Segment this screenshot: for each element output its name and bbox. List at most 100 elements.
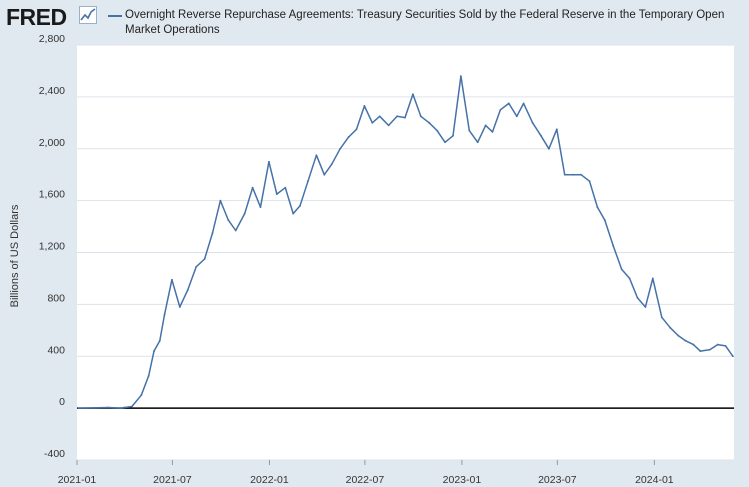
data-point <box>387 124 390 127</box>
data-point <box>677 334 680 337</box>
chart-header: FRED Overnight Reverse Repurchase Agreem… <box>0 0 749 44</box>
fred-chart-icon <box>79 6 97 24</box>
data-point <box>299 204 301 207</box>
data-point <box>363 105 366 107</box>
data-point <box>227 219 230 221</box>
data-point <box>92 406 95 409</box>
data-point <box>330 163 333 166</box>
y-tick-label: 1,200 <box>39 241 65 253</box>
y-tick-label: 2,400 <box>39 85 65 97</box>
y-tick-label: 1,600 <box>39 189 65 201</box>
data-point <box>153 350 155 352</box>
data-point <box>572 173 575 176</box>
data-point <box>588 180 591 183</box>
data-point <box>636 296 639 299</box>
x-axis-ticks: 2021-01 2021-07 2022-01 2022-07 2023-01 2023-… <box>58 460 674 486</box>
legend-swatch <box>108 15 122 17</box>
data-point <box>371 121 374 124</box>
data-point <box>555 128 558 131</box>
y-tick-label: 2,000 <box>39 137 65 149</box>
data-point <box>468 129 471 132</box>
data-point <box>251 186 254 189</box>
data-point <box>596 206 599 209</box>
data-point <box>347 136 350 138</box>
data-point <box>203 258 206 260</box>
data-point <box>163 313 166 316</box>
y-tick-label: 2,800 <box>39 33 65 45</box>
data-point <box>684 339 687 342</box>
data-point <box>147 374 150 377</box>
x-tick-label: 2021-01 <box>58 474 97 486</box>
x-tick-label: 2022-01 <box>250 474 289 486</box>
y-tick-label: 800 <box>47 292 65 304</box>
legend-series-label: Overnight Reverse Repurchase Agreements:… <box>125 9 725 36</box>
data-point <box>452 134 454 137</box>
data-point <box>620 268 623 271</box>
data-point <box>243 212 246 215</box>
data-point <box>708 348 711 351</box>
data-point <box>522 102 525 105</box>
data-point <box>275 193 278 196</box>
data-point <box>580 173 582 176</box>
data-point <box>724 344 727 347</box>
data-point <box>195 265 198 268</box>
data-point <box>491 130 494 133</box>
data-point <box>355 128 358 131</box>
data-point <box>428 121 431 124</box>
x-tick-label: 2024-01 <box>635 474 674 486</box>
data-point <box>459 75 462 78</box>
data-point <box>284 186 287 189</box>
data-point <box>259 206 262 209</box>
data-point <box>123 406 126 409</box>
data-point <box>378 115 381 118</box>
data-point <box>323 173 326 176</box>
data-point <box>411 93 414 96</box>
data-point <box>339 147 342 150</box>
data-point <box>140 394 143 397</box>
data-point <box>540 134 542 137</box>
series-line[interactable] <box>78 75 734 409</box>
y-tick-label: 400 <box>47 344 65 356</box>
data-point <box>436 129 439 132</box>
data-point <box>476 141 479 144</box>
y-axis-title: Billions of US Dollars <box>9 204 21 307</box>
data-point <box>77 407 80 410</box>
data-point <box>107 406 110 409</box>
data-point <box>669 326 672 329</box>
fred-logo[interactable]: FRED <box>6 4 67 30</box>
data-point <box>499 108 502 111</box>
data-point <box>307 180 309 183</box>
y-tick-label: -400 <box>44 448 65 460</box>
data-point <box>660 316 663 319</box>
data-point <box>419 115 422 118</box>
data-point <box>612 245 615 247</box>
data-point <box>507 102 510 105</box>
data-point <box>692 343 695 346</box>
data-point <box>292 212 295 215</box>
data-point <box>444 141 446 144</box>
data-point <box>628 277 631 280</box>
data-point <box>716 343 719 346</box>
data-point <box>644 306 647 308</box>
x-tick-label: 2023-07 <box>538 474 577 486</box>
data-point <box>699 350 702 352</box>
data-point <box>563 173 566 176</box>
data-point <box>119 407 122 410</box>
x-tick-label: 2021-07 <box>153 474 192 486</box>
data-point <box>178 306 181 308</box>
data-point <box>130 405 133 408</box>
data-point <box>484 124 487 127</box>
x-tick-label: 2023-01 <box>443 474 482 486</box>
data-point <box>211 232 214 234</box>
data-point <box>171 278 173 281</box>
y-tick-label: 0 <box>59 396 65 408</box>
data-point <box>268 160 270 163</box>
series-points <box>77 75 734 410</box>
data-point <box>732 355 734 358</box>
x-tick-label: 2022-07 <box>346 474 385 486</box>
data-point <box>315 154 318 157</box>
data-point <box>651 277 654 280</box>
data-point <box>548 147 550 150</box>
data-point <box>404 116 406 119</box>
